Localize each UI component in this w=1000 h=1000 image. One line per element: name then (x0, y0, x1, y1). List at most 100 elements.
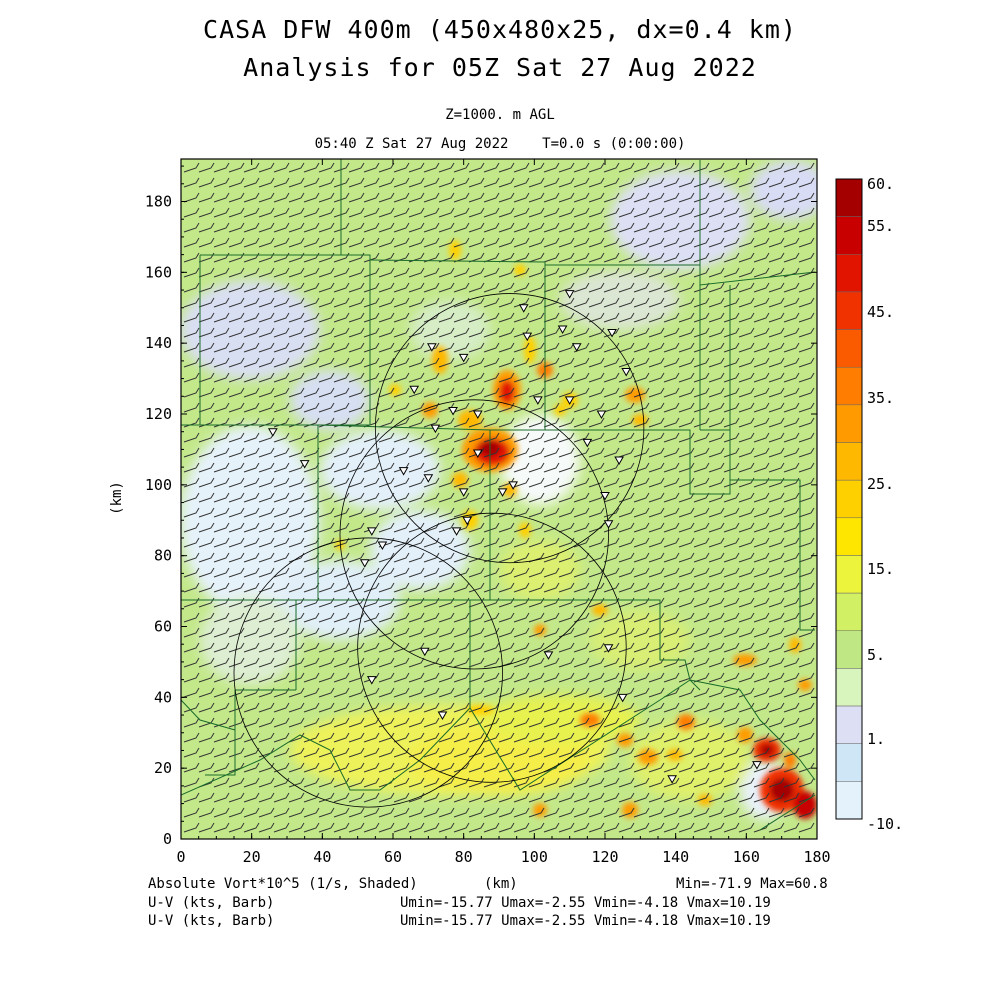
wind-barb (513, 192, 530, 203)
wind-barb (528, 807, 545, 818)
wind-barb (513, 522, 530, 533)
wind-barb (513, 342, 530, 353)
wind-barb (798, 507, 815, 518)
wind-barb (348, 492, 365, 503)
wind-barb (753, 432, 770, 443)
wind-barb (288, 327, 305, 338)
wind-barb (663, 537, 680, 548)
wind-barb (393, 507, 410, 518)
wind-barb (258, 792, 275, 803)
wind-barb (228, 777, 245, 788)
wind-barb (303, 627, 320, 638)
wind-barb (483, 492, 500, 503)
wind-barb (378, 387, 395, 398)
wind-barb (738, 642, 755, 653)
wind-barb (198, 177, 215, 188)
wind-barb (693, 222, 710, 233)
wind-barb (453, 657, 470, 668)
wind-barb (273, 732, 290, 743)
station-marker (533, 396, 543, 405)
wind-barb (573, 822, 590, 833)
wind-barb (288, 387, 305, 398)
wind-barb (528, 777, 545, 788)
wind-barb (348, 537, 365, 548)
wind-barb (618, 447, 635, 458)
wind-barb (513, 672, 530, 683)
wind-barb (468, 402, 485, 413)
wind-barb (498, 582, 515, 593)
wind-barb (708, 177, 725, 188)
wind-barb (348, 822, 365, 833)
wind-barb (663, 822, 680, 833)
wind-barb (288, 642, 305, 653)
wind-barb (753, 237, 770, 248)
wind-barb (393, 447, 410, 458)
wind-barb (213, 297, 230, 308)
wind-barb (558, 702, 575, 713)
wind-barb (213, 177, 230, 188)
wind-barb (333, 162, 350, 173)
wind-barb (663, 192, 680, 203)
colorbar-swatch (835, 781, 863, 820)
wind-barb (198, 567, 215, 578)
wind-barb (183, 222, 200, 233)
wind-barb (633, 522, 650, 533)
wind-barb (798, 432, 815, 443)
wind-barb (603, 402, 620, 413)
wind-barb (318, 672, 335, 683)
wind-barb (228, 732, 245, 743)
wind-barb (348, 507, 365, 518)
wind-barb (438, 582, 455, 593)
wind-barb (618, 642, 635, 653)
wind-barb (738, 582, 755, 593)
wind-barb (498, 192, 515, 203)
wind-barb (378, 792, 395, 803)
wind-barb (723, 327, 740, 338)
wind-barb (783, 537, 800, 548)
wind-barb (468, 162, 485, 173)
wind-barb (633, 237, 650, 248)
wind-barb (708, 282, 725, 293)
wind-barb (738, 387, 755, 398)
y-tick-label: 20 (154, 759, 172, 777)
wind-barb (453, 612, 470, 623)
wind-barb (378, 357, 395, 368)
wind-barb (753, 372, 770, 383)
wind-barb (513, 372, 530, 383)
wind-barb (273, 417, 290, 428)
wind-barb (723, 222, 740, 233)
wind-barb (318, 282, 335, 293)
wind-barb (228, 162, 245, 173)
wind-barb (723, 297, 740, 308)
y-tick-label: 140 (145, 334, 172, 352)
wind-barb (318, 477, 335, 488)
wind-barb (438, 762, 455, 773)
wind-barb (213, 552, 230, 563)
wind-barb (588, 462, 605, 473)
station-marker (557, 325, 568, 335)
station-marker (366, 676, 377, 685)
wind-barb (648, 357, 665, 368)
wind-barb (198, 207, 215, 218)
wind-barb (378, 507, 395, 518)
wind-barb (768, 327, 785, 338)
wind-barb (408, 507, 425, 518)
station-marker (419, 647, 430, 657)
wind-barb (558, 447, 575, 458)
wind-barb (798, 747, 815, 758)
wind-barb (723, 207, 740, 218)
wind-barb (678, 222, 695, 233)
wind-barb (543, 267, 560, 278)
wind-barb (528, 372, 545, 383)
wind-barb (198, 702, 215, 713)
wind-barb (528, 792, 545, 803)
wind-barb (753, 312, 770, 323)
wind-barb (768, 612, 785, 623)
wind-barb (768, 657, 785, 668)
wind-barb (513, 207, 530, 218)
wind-barb (693, 417, 710, 428)
wind-barb (498, 327, 515, 338)
wind-barb (378, 612, 395, 623)
colorbar-swatch (835, 442, 863, 481)
wind-barb (243, 162, 260, 173)
